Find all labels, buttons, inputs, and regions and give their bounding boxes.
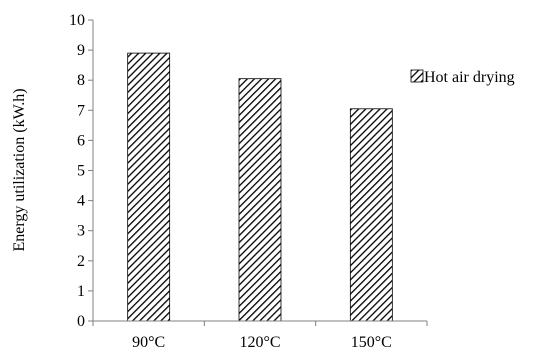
legend-swatch [410,69,424,83]
y-tick-label: 10 [69,12,85,29]
bar-2 [238,78,282,322]
legend-label: Hot air drying [424,69,515,86]
y-tick-label: 6 [77,132,85,149]
x-tick-label: 120°C [239,334,280,351]
y-axis-ticks: 0 1 2 3 4 5 6 7 8 9 10 [69,12,93,330]
legend: Hot air drying [410,69,515,86]
y-axis-title: Energy utilization (kW.h) [11,88,28,251]
bars [127,52,393,322]
bar-3 [349,108,393,322]
y-tick-label: 4 [77,193,85,210]
y-tick-label: 1 [77,283,85,300]
y-tick-label: 2 [77,253,85,270]
y-tick-label: 0 [77,313,85,330]
y-tick-label: 3 [77,223,85,240]
bar-1 [127,52,171,322]
y-tick-label: 7 [77,102,85,119]
y-tick-label: 8 [77,72,85,89]
x-axis-ticks: 90°C 120°C 150°C [92,321,428,351]
y-tick-label: 9 [77,42,85,59]
x-tick-label: 150°C [351,334,392,351]
y-tick-label: 5 [77,163,85,180]
x-tick-label: 90°C [132,334,165,351]
